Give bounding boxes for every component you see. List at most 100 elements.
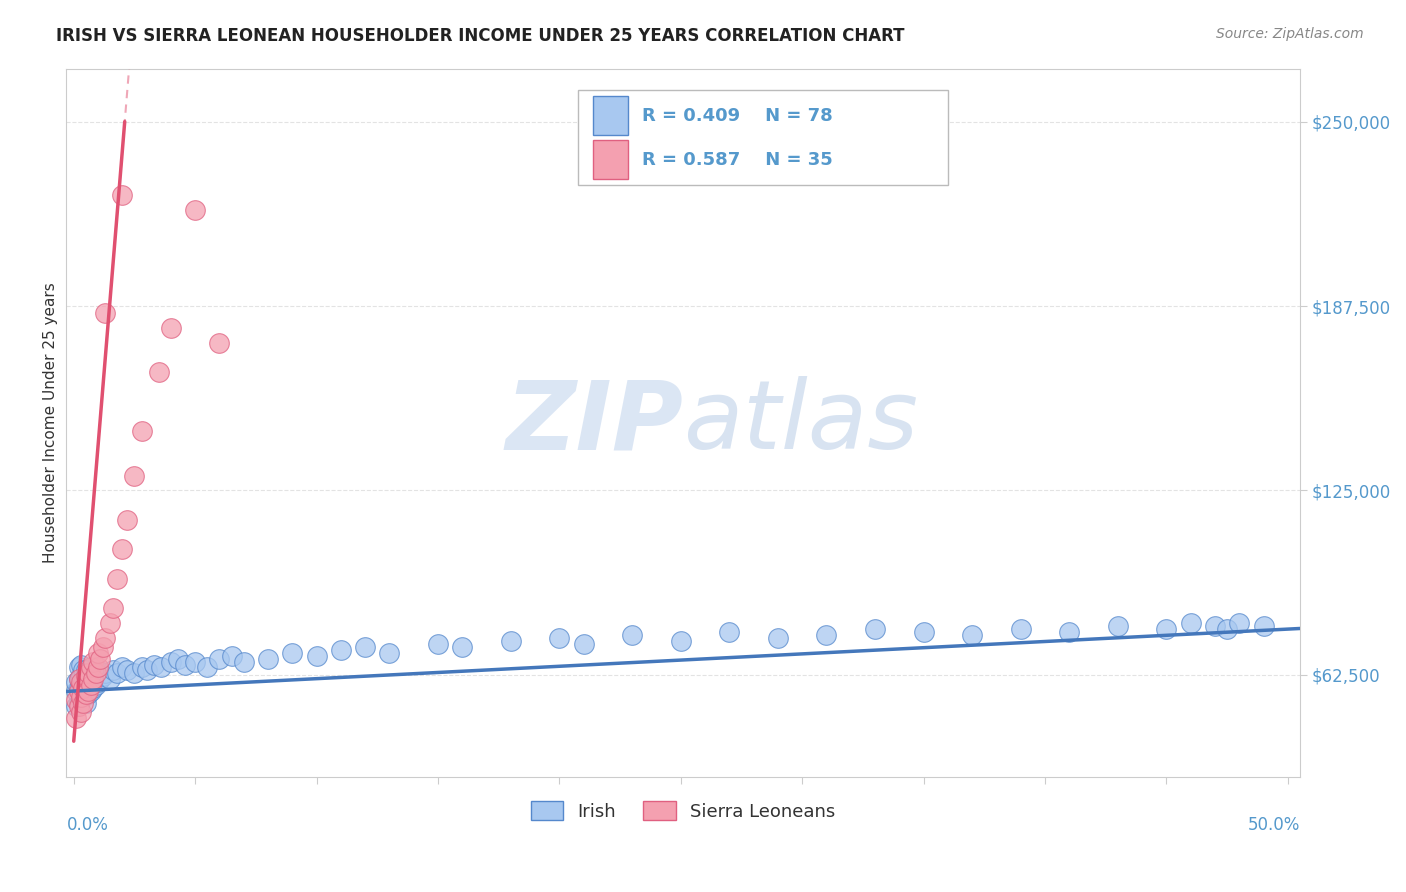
Point bbox=[111, 188, 134, 202]
Point bbox=[766, 631, 789, 645]
Point bbox=[77, 684, 100, 698]
Point bbox=[72, 681, 94, 695]
Text: ZIP: ZIP bbox=[505, 376, 683, 469]
Point bbox=[80, 660, 103, 674]
Point bbox=[67, 696, 90, 710]
Point bbox=[75, 687, 97, 701]
Text: 0.0%: 0.0% bbox=[66, 815, 108, 833]
Point bbox=[65, 693, 87, 707]
Point bbox=[1010, 622, 1032, 636]
Point bbox=[70, 678, 93, 692]
Point bbox=[1156, 622, 1178, 636]
Point bbox=[82, 669, 104, 683]
Point bbox=[87, 660, 110, 674]
Point bbox=[87, 664, 110, 678]
Point bbox=[67, 673, 90, 687]
Bar bbox=[593, 140, 627, 179]
Point bbox=[167, 651, 190, 665]
Point bbox=[221, 648, 243, 663]
Point bbox=[257, 651, 280, 665]
Point bbox=[65, 675, 87, 690]
Point bbox=[67, 681, 90, 695]
Point bbox=[148, 366, 170, 380]
Point bbox=[84, 666, 107, 681]
Point bbox=[70, 669, 93, 683]
Point bbox=[115, 664, 138, 678]
Point bbox=[548, 631, 571, 645]
Point bbox=[718, 625, 741, 640]
Point bbox=[84, 666, 107, 681]
Point bbox=[107, 572, 129, 586]
Text: atlas: atlas bbox=[683, 376, 918, 469]
Point bbox=[960, 628, 983, 642]
Point bbox=[863, 622, 886, 636]
Point bbox=[80, 678, 103, 692]
Point bbox=[115, 513, 138, 527]
Point bbox=[67, 684, 90, 698]
Point bbox=[1227, 616, 1250, 631]
Point bbox=[135, 664, 157, 678]
Point bbox=[131, 425, 153, 439]
Text: R = 0.587    N = 35: R = 0.587 N = 35 bbox=[643, 151, 834, 169]
Point bbox=[124, 468, 146, 483]
Point bbox=[80, 673, 103, 687]
Point bbox=[1107, 619, 1129, 633]
Point bbox=[94, 306, 117, 320]
Point bbox=[354, 640, 377, 654]
Point bbox=[184, 203, 207, 218]
Point bbox=[572, 637, 595, 651]
Point bbox=[75, 696, 97, 710]
Point bbox=[305, 648, 328, 663]
Point bbox=[160, 321, 183, 335]
Point bbox=[67, 673, 90, 687]
Point bbox=[70, 675, 93, 690]
Point bbox=[669, 634, 692, 648]
Point bbox=[77, 666, 100, 681]
Legend: Irish, Sierra Leoneans: Irish, Sierra Leoneans bbox=[523, 794, 842, 828]
Point bbox=[72, 690, 94, 704]
Point bbox=[87, 646, 110, 660]
Point bbox=[208, 651, 231, 665]
Point bbox=[91, 669, 114, 683]
Point bbox=[75, 664, 97, 678]
Point bbox=[70, 657, 93, 672]
Point bbox=[94, 666, 117, 681]
Point bbox=[89, 673, 111, 687]
Bar bbox=[578, 90, 949, 186]
Point bbox=[82, 681, 104, 695]
Point bbox=[94, 631, 117, 645]
Point bbox=[451, 640, 474, 654]
Point bbox=[107, 666, 129, 681]
Point bbox=[84, 678, 107, 692]
Point bbox=[101, 664, 124, 678]
Text: Source: ZipAtlas.com: Source: ZipAtlas.com bbox=[1216, 27, 1364, 41]
Text: IRISH VS SIERRA LEONEAN HOUSEHOLDER INCOME UNDER 25 YEARS CORRELATION CHART: IRISH VS SIERRA LEONEAN HOUSEHOLDER INCO… bbox=[56, 27, 904, 45]
Point bbox=[80, 684, 103, 698]
Point bbox=[912, 625, 935, 640]
Point bbox=[150, 660, 173, 674]
Point bbox=[621, 628, 644, 642]
Point bbox=[174, 657, 197, 672]
Point bbox=[1253, 619, 1275, 633]
Point bbox=[1204, 619, 1226, 633]
Point bbox=[89, 651, 111, 665]
Point bbox=[1180, 616, 1202, 631]
Point bbox=[426, 637, 449, 651]
Point bbox=[111, 542, 134, 557]
Point bbox=[499, 634, 522, 648]
Point bbox=[184, 655, 207, 669]
Point bbox=[82, 655, 104, 669]
Y-axis label: Householder Income Under 25 years: Householder Income Under 25 years bbox=[44, 282, 58, 563]
Point bbox=[70, 693, 93, 707]
Point bbox=[98, 673, 121, 687]
Point bbox=[111, 660, 134, 674]
Point bbox=[142, 657, 165, 672]
Point bbox=[195, 660, 218, 674]
Point bbox=[70, 705, 93, 719]
Point bbox=[75, 669, 97, 683]
Point bbox=[91, 640, 114, 654]
Point bbox=[232, 655, 254, 669]
Point bbox=[87, 675, 110, 690]
Point bbox=[72, 696, 94, 710]
Text: R = 0.409    N = 78: R = 0.409 N = 78 bbox=[643, 106, 834, 125]
